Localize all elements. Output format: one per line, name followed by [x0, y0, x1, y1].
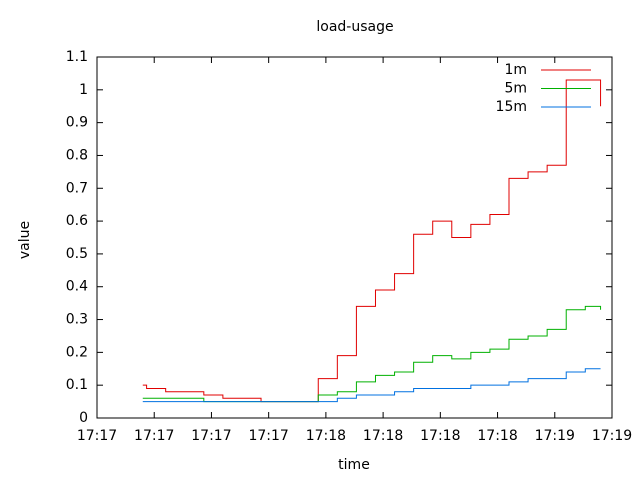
chart-title: load-usage	[316, 19, 393, 35]
y-tick-label: 0	[79, 410, 88, 426]
series-line	[142, 79, 602, 403]
x-tick-label: 17:19	[535, 428, 575, 444]
x-tick-label: 17:18	[363, 428, 403, 444]
y-tick-label: 0.2	[66, 344, 88, 360]
x-tick-label: 17:17	[77, 428, 117, 444]
y-tick-label: 0.8	[66, 147, 88, 163]
x-tick-label: 17:17	[191, 428, 231, 444]
y-tick-label: 0.9	[66, 115, 88, 131]
y-tick-label: 0.5	[66, 246, 88, 262]
legend-label: 5m	[504, 81, 527, 97]
legend-label: 1m	[504, 62, 527, 78]
y-tick-label: 0.4	[66, 279, 88, 295]
x-tick-label: 17:18	[306, 428, 346, 444]
series-line	[142, 368, 601, 403]
y-tick-label: 0.1	[66, 377, 88, 393]
x-tick-label: 17:18	[477, 428, 517, 444]
series-line	[142, 305, 602, 403]
legend-label: 15m	[496, 99, 527, 115]
plot-frame	[96, 56, 613, 419]
y-tick-label: 0.7	[66, 180, 88, 196]
y-tick-label: 1	[79, 82, 88, 98]
x-tick-label: 17:17	[134, 428, 174, 444]
y-tick-label: 1.1	[66, 49, 88, 65]
y-axis-label: value	[17, 221, 33, 259]
x-axis-label: time	[338, 457, 370, 473]
x-tick-label: 17:18	[420, 428, 460, 444]
y-tick-label: 0.6	[66, 213, 88, 229]
y-tick-label: 0.3	[66, 312, 88, 328]
x-tick-label: 17:19	[592, 428, 632, 444]
x-tick-label: 17:17	[248, 428, 288, 444]
